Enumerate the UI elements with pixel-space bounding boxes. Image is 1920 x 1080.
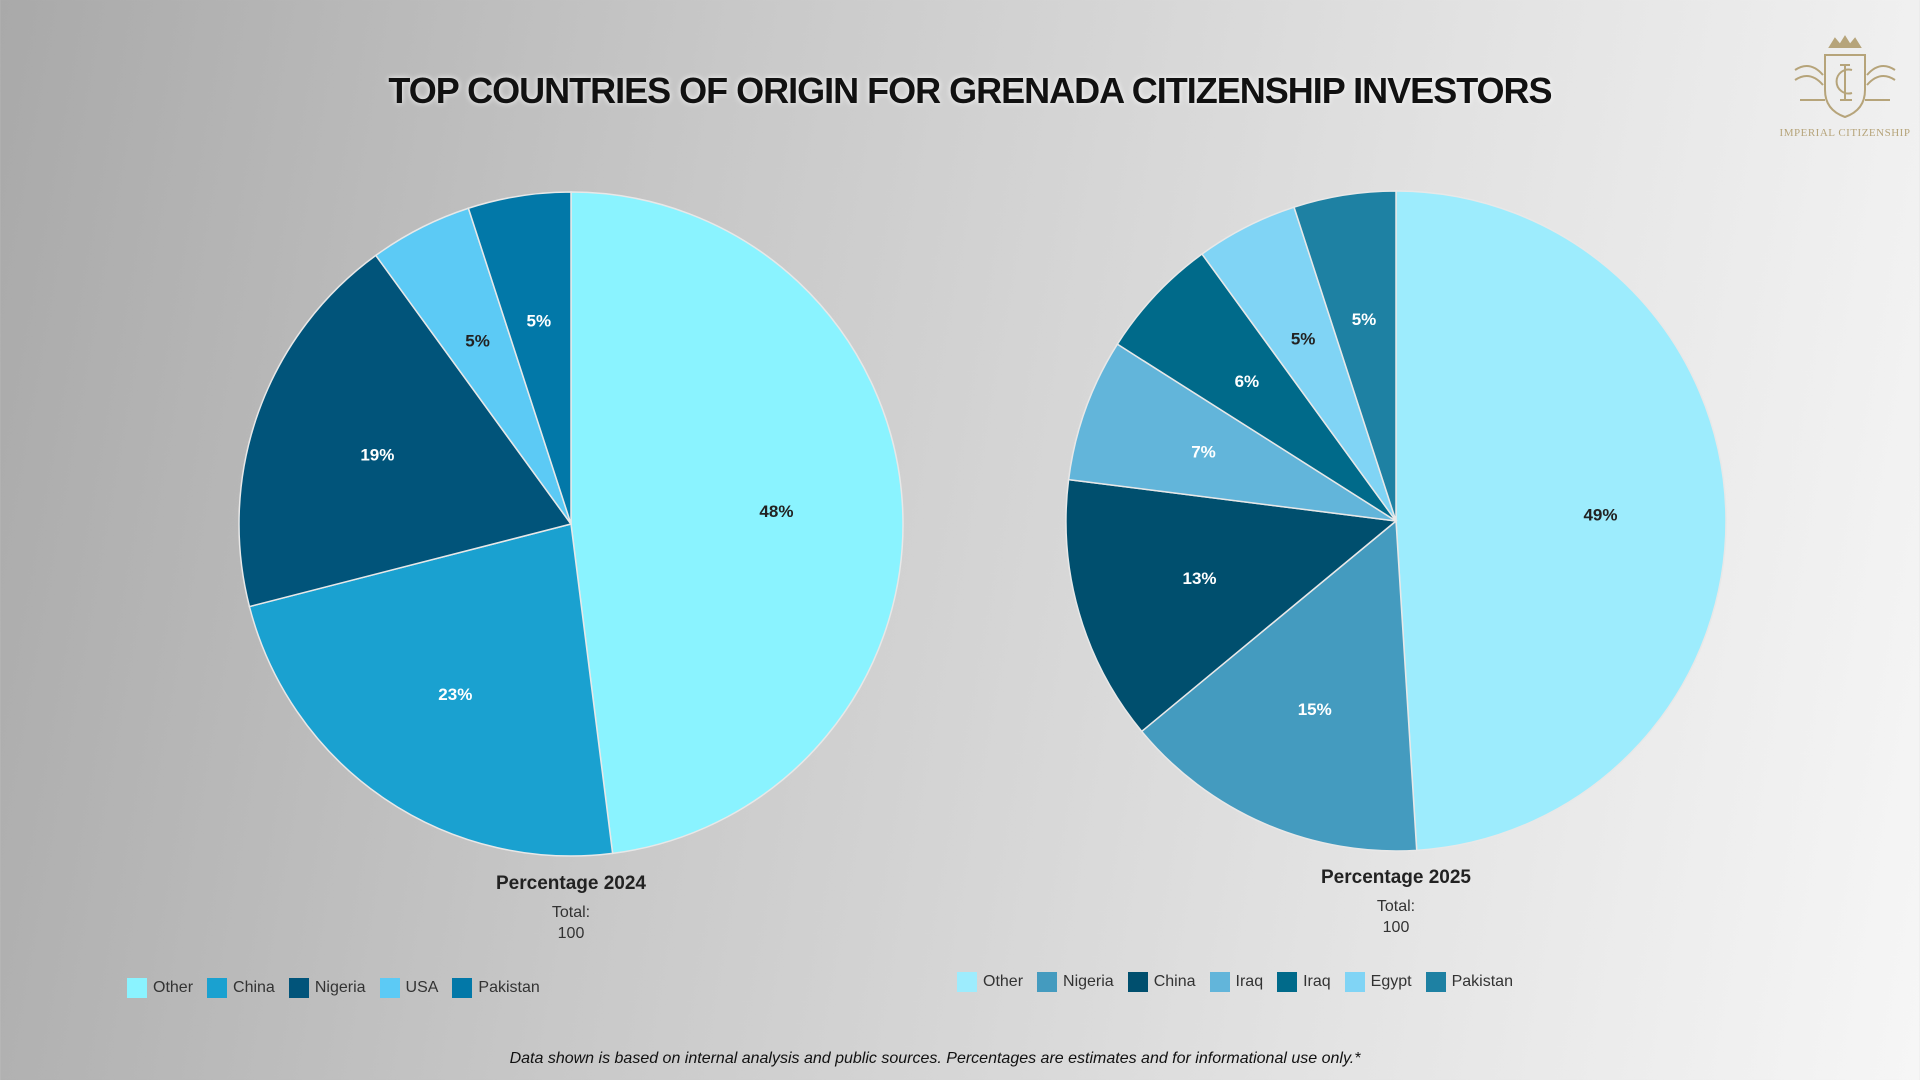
legend-label: China	[233, 979, 275, 996]
pie-slice-other	[1395, 190, 1727, 852]
slice-data-label: 19%	[360, 445, 394, 464]
legend-swatch	[1344, 972, 1365, 992]
legend-swatch	[379, 978, 400, 998]
slice-data-label: 15%	[1298, 700, 1332, 719]
legend-swatch	[1037, 972, 1058, 992]
chart-title-2024: Percentage 2024	[496, 873, 646, 894]
slice-data-label: 23%	[438, 685, 472, 704]
legend-label: Egypt	[1370, 973, 1412, 990]
slice-data-label: 5%	[527, 312, 552, 331]
legend-2024: Other China Nigeria USA Pakistan	[127, 978, 540, 998]
slice-data-label: 6%	[1235, 372, 1260, 391]
chart-total-2025: Total: 100	[1246, 896, 1546, 938]
legend-item: Iraq	[1209, 972, 1264, 992]
slice-data-label: 5%	[1291, 330, 1316, 349]
total-label: Total:	[1376, 898, 1416, 915]
pie-slice-pakistan	[1293, 190, 1397, 522]
slice-data-label: 5%	[465, 332, 490, 351]
legend-item: Nigeria	[1037, 972, 1114, 992]
legend-swatch	[1425, 972, 1446, 992]
legend-swatch	[288, 978, 309, 998]
pie-slice-other	[570, 191, 904, 855]
legend-label: Nigeria	[1063, 973, 1114, 990]
slice-data-label: 13%	[1183, 569, 1217, 588]
imperial-citizenship-logo: IMPERIAL CITIZENSHIP	[1770, 35, 1920, 139]
legend-item: Nigeria	[288, 978, 366, 998]
crest-icon	[1794, 35, 1896, 119]
legend-label: Nigeria	[314, 979, 366, 996]
pie-slice-iraq	[1067, 343, 1397, 522]
legend-item: Iraq	[1277, 972, 1331, 992]
legend-item: USA	[379, 978, 439, 998]
legend-label: Iraq	[1235, 973, 1264, 990]
legend-swatch	[1277, 972, 1298, 992]
pie-slice-china	[248, 523, 614, 857]
legend-label: Pakistan	[1451, 973, 1513, 990]
slice-data-label: 49%	[1583, 506, 1617, 525]
legend-swatch	[1209, 972, 1230, 992]
logo-text: IMPERIAL CITIZENSHIP	[1779, 127, 1911, 139]
legend-2025: Other Nigeria China Iraq Iraq Egypt Pakistan	[957, 972, 1513, 992]
legend-label: Other	[983, 973, 1024, 990]
footnote: Data shown is based on internal analysis…	[509, 1050, 1361, 1067]
legend-label: Pakistan	[478, 979, 540, 996]
pie-slice-nigeria	[1140, 519, 1418, 852]
legend-swatch	[452, 978, 473, 998]
pie-slice-nigeria	[238, 254, 573, 608]
total-label: Total:	[551, 904, 591, 921]
slice-data-label: 5%	[1352, 310, 1377, 329]
pie-slice-pakistan	[467, 191, 572, 525]
total-value: 100	[557, 925, 585, 942]
pie-slice-china	[1065, 478, 1398, 733]
legend-label: Other	[153, 979, 194, 996]
legend-label: Iraq	[1303, 973, 1331, 990]
legend-swatch	[957, 972, 977, 992]
legend-label: USA	[405, 979, 439, 996]
legend-swatch	[207, 978, 228, 998]
total-value: 100	[1382, 919, 1410, 936]
legend-swatch	[1127, 972, 1148, 992]
chart-title-2025: Percentage 2025	[1321, 867, 1471, 888]
legend-item: Pakistan	[452, 978, 540, 998]
legend-label: China	[1153, 973, 1196, 990]
legend-item: Pakistan	[1425, 972, 1513, 992]
legend-item: Egypt	[1344, 972, 1412, 992]
pie-slice-iraq	[1116, 252, 1397, 522]
page-title: TOP COUNTRIES OF ORIGIN FOR GRENADA CITI…	[388, 70, 1552, 111]
legend-item: China	[1127, 972, 1196, 992]
legend-swatch	[127, 978, 147, 998]
slice-data-label: 48%	[759, 502, 793, 521]
legend-item: Other	[957, 972, 1023, 992]
legend-item: Other	[127, 978, 193, 998]
legend-item: China	[207, 978, 275, 998]
chart-total-2024: Total: 100	[421, 902, 721, 944]
slice-data-label: 7%	[1191, 443, 1216, 462]
